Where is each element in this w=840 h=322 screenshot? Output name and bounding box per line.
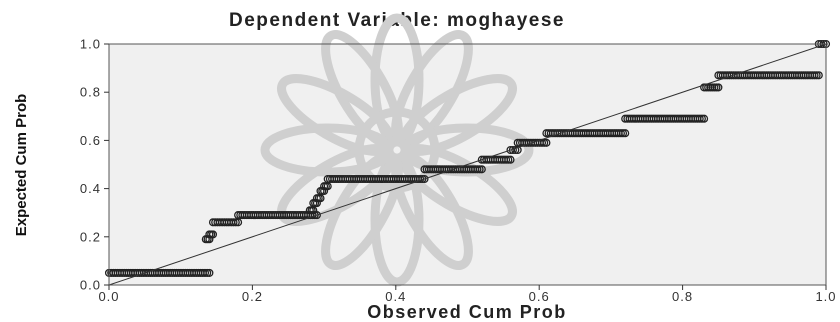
y-tick-label: 0.6 [80,133,101,148]
reference-line [108,43,827,286]
x-axis-label: Observed Cum Prob [367,302,567,322]
data-point [714,83,723,92]
data-point [621,129,630,138]
plot-frame [108,43,827,286]
watermark-petal [321,30,403,149]
x-tick-label: 1.0 [815,289,836,304]
data-point [205,268,214,277]
data-point [477,165,486,174]
data-point [542,138,551,147]
y-tick-label: 0.4 [80,181,101,196]
data-point [420,174,429,184]
x-axis: 0.0 0.2 0.4 0.6 0.8 1.0 [98,285,836,304]
y-axis: 0.0 0.2 0.4 0.6 0.8 1.0 [80,37,109,293]
data-point [229,218,238,227]
data-point [208,230,218,239]
y-tick-label: 1.0 [80,37,101,52]
x-tick-label: 0.6 [529,289,550,304]
x-tick-label: 0.4 [385,289,406,304]
x-tick-label: 0.2 [242,289,263,304]
y-tick-label: 0.0 [80,278,101,293]
data-point [814,71,823,80]
data-point [700,114,709,123]
y-tick-label: 0.8 [80,85,101,100]
data-point [231,218,240,227]
data-point [506,155,515,164]
x-tick-label: 0.8 [672,289,693,304]
y-tick-label: 0.2 [80,229,101,244]
x-tick-label: 0.0 [98,289,119,304]
y-axis-label: Expected Cum Prob [13,94,30,237]
